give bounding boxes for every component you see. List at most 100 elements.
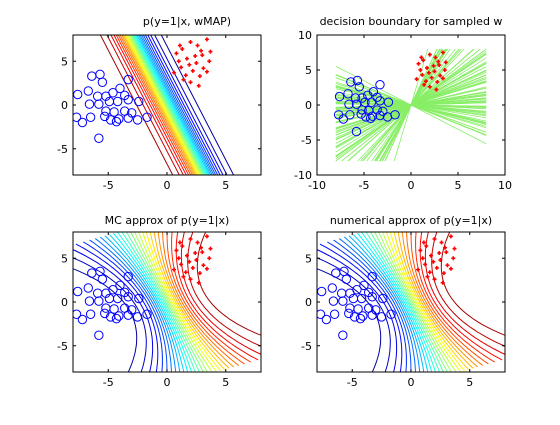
- y-tick-label: -5: [57, 143, 68, 156]
- class-0-point: [356, 109, 366, 119]
- class-1-point: [424, 65, 429, 70]
- x-tick-label: -10: [308, 179, 326, 192]
- panel-samples-points: [333, 50, 448, 137]
- class-0-point: [386, 309, 396, 319]
- class-0-point: [317, 286, 327, 297]
- class-1-point: [208, 246, 213, 251]
- class-0-point: [109, 304, 119, 314]
- class-1-point: [445, 263, 450, 268]
- x-tick-label: -5: [347, 376, 358, 389]
- class-0-point: [142, 112, 152, 122]
- panel-map-contours: [99, 35, 235, 175]
- contour-line: [401, 232, 479, 368]
- contour-line: [440, 232, 505, 336]
- x-tick-label: 0: [164, 376, 171, 389]
- class-0-point: [352, 285, 362, 295]
- class-0-point: [142, 309, 152, 319]
- contour-line: [175, 232, 259, 361]
- contour-line: [131, 35, 205, 175]
- contour-line: [369, 232, 444, 372]
- class-1-point: [428, 253, 433, 258]
- class-0-point: [83, 283, 93, 293]
- y-tick-label: -5: [301, 340, 312, 353]
- class-0-point: [123, 113, 133, 123]
- class-1-point: [418, 68, 423, 72]
- class-1-point: [204, 266, 209, 271]
- contour-line: [132, 35, 207, 175]
- class-0-point: [87, 268, 97, 278]
- class-0-point: [336, 288, 347, 298]
- x-tick-label: -5: [103, 376, 114, 389]
- x-tick-label: -5: [359, 179, 370, 192]
- class-0-point: [114, 114, 124, 124]
- y-tick-label: 5: [305, 252, 312, 265]
- class-0-point: [351, 99, 362, 110]
- contour-line: [133, 35, 208, 175]
- class-0-point: [134, 96, 144, 107]
- class-1-point: [439, 240, 444, 245]
- class-1-point: [180, 244, 185, 248]
- class-1-point: [180, 47, 185, 51]
- class-1-point: [197, 271, 202, 276]
- sampled-boundary-line: [379, 48, 443, 162]
- class-1-point: [199, 245, 204, 250]
- class-1-point: [196, 83, 201, 88]
- class-0-point: [94, 296, 104, 306]
- panel-map-points: [73, 37, 213, 143]
- y-tick-label: 5: [61, 252, 68, 265]
- contour-line: [83, 241, 163, 372]
- class-0-point: [92, 91, 103, 101]
- contour-line: [110, 35, 184, 175]
- class-0-point: [338, 114, 349, 124]
- class-0-point: [115, 280, 125, 291]
- class-1-point: [427, 52, 432, 57]
- class-1-point: [427, 270, 432, 275]
- contour-line: [142, 232, 217, 372]
- class-1-point: [435, 79, 440, 84]
- class-1-point: [422, 82, 427, 87]
- class-0-point: [328, 296, 339, 306]
- y-tick-label: 0: [305, 296, 312, 309]
- class-1-point: [187, 62, 192, 67]
- class-1-point: [181, 274, 186, 279]
- class-1-point: [207, 256, 212, 261]
- contour-line: [317, 257, 391, 372]
- contour-line: [94, 238, 172, 372]
- contour-line: [89, 239, 168, 372]
- panel-mc-ticks: -5 0 5 -5 0 5: [57, 232, 261, 389]
- class-0-point: [114, 311, 124, 321]
- class-0-point: [84, 296, 95, 306]
- contour-line: [180, 232, 261, 355]
- class-0-point: [367, 111, 378, 121]
- class-1-point: [431, 63, 436, 68]
- class-0-point: [127, 305, 137, 315]
- class-0-point: [351, 126, 362, 137]
- contour-line: [393, 232, 470, 370]
- class-1-point: [195, 43, 200, 48]
- class-0-point: [84, 99, 95, 109]
- class-1-point: [174, 51, 179, 56]
- y-tick-label: 0: [61, 99, 68, 112]
- class-0-point: [97, 77, 108, 87]
- panel-map: p(y=1|x, wMAP) -5 0 5 -5 0 5: [57, 15, 262, 192]
- class-1-point: [193, 54, 198, 58]
- class-1-point: [184, 253, 189, 258]
- contour-line: [119, 35, 193, 175]
- contour-line: [117, 35, 192, 175]
- class-0-point: [73, 286, 83, 297]
- class-1-point: [196, 280, 201, 285]
- panel-samples-lines: [335, 48, 487, 162]
- contour-line: [187, 232, 261, 347]
- contour-line: [382, 232, 457, 372]
- y-tick-label: 0: [305, 99, 312, 112]
- panel-samples: decision boundary for sampled w -10 -5 0 5 1…: [294, 15, 512, 192]
- class-0-point: [329, 309, 340, 319]
- x-tick-label: 10: [498, 179, 512, 192]
- class-0-point: [365, 113, 376, 124]
- contour-line: [415, 232, 495, 363]
- class-1-point: [432, 277, 437, 282]
- class-1-point: [172, 267, 177, 272]
- class-1-point: [204, 234, 209, 239]
- class-1-point: [423, 262, 428, 267]
- class-0-point: [83, 86, 93, 96]
